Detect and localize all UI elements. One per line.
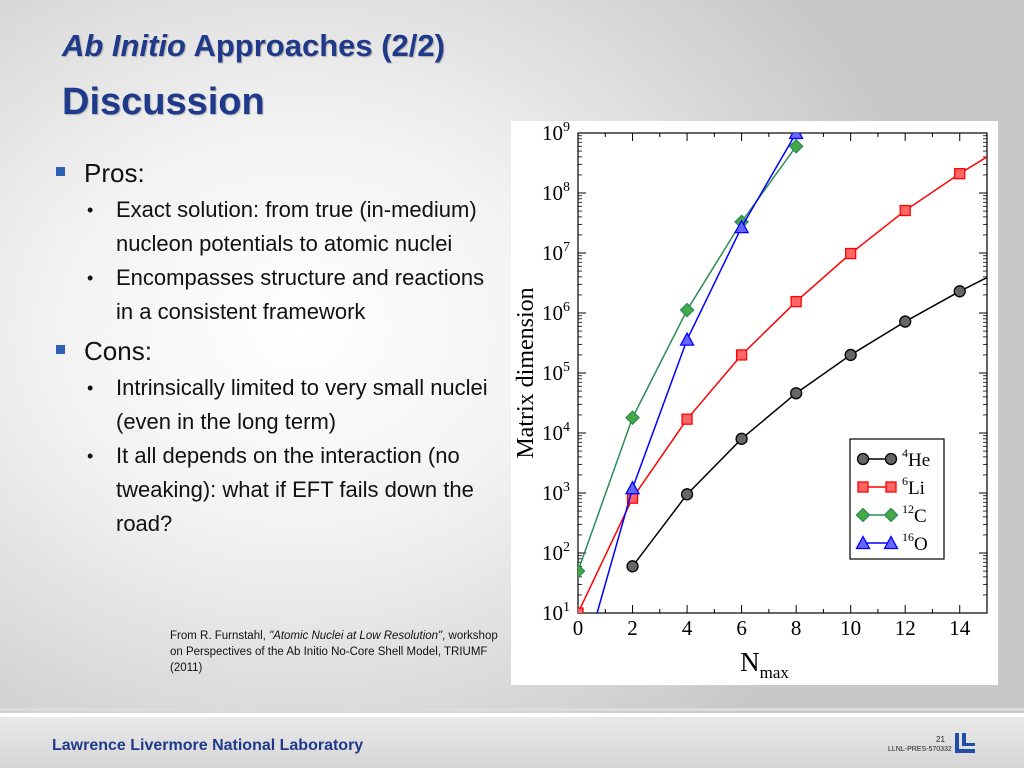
- series-line-4He: [631, 276, 987, 567]
- pros-item: • Exact solution: from true (in-medium) n…: [50, 193, 500, 261]
- x-tick-label: 14: [949, 616, 971, 640]
- data-point-12C: [578, 563, 586, 579]
- legend-entry-16O: 16O: [855, 530, 928, 555]
- citation-suffix: , workshop on Perspectives of the Ab Ini…: [170, 630, 498, 674]
- square-bullet-icon: [56, 345, 65, 354]
- y-tick-label: 104: [542, 420, 570, 445]
- citation-title: "Atomic Nuclei at Low Resolution": [269, 630, 443, 642]
- slide-title-italic: Ab Initio: [62, 28, 186, 63]
- y-axis-label: Matrix dimension: [513, 287, 539, 458]
- x-tick-label: 12: [895, 616, 916, 640]
- footer-divider: [0, 708, 1024, 711]
- y-tick-label: 101: [542, 600, 570, 625]
- citation: From R. Furnstahl, "Atomic Nuclei at Low…: [170, 628, 500, 676]
- data-point-12C: [625, 410, 640, 426]
- lab-name: Lawrence Livermore National Laboratory: [52, 737, 364, 754]
- x-tick-label: 0: [573, 616, 584, 640]
- legend-marker: [883, 507, 899, 523]
- legend-marker: [883, 535, 899, 550]
- cons-item: • It all depends on the interaction (no t…: [50, 439, 500, 541]
- data-point-4He: [789, 387, 803, 400]
- data-point-12C: [679, 302, 695, 318]
- data-point-6Li: [681, 413, 693, 425]
- x-tick-label: 6: [736, 616, 747, 640]
- legend-label: 4He: [902, 446, 930, 471]
- series-line-12C: [578, 145, 797, 572]
- y-tick-label: 102: [542, 540, 570, 565]
- legend-entry-6Li: 6Li: [857, 474, 925, 499]
- cons-heading: Cons:: [50, 333, 500, 369]
- chart-panel: 0 2 4 6 8 10 12 14 101 102 103 104 105 106 107 108 109 Nm…: [511, 120, 998, 685]
- data-point-6Li: [735, 349, 748, 361]
- cons-item: • Intrinsically limited to very small nuc…: [50, 371, 500, 439]
- data-point-6Li: [578, 607, 584, 613]
- data-point-16O: [788, 133, 804, 140]
- cons-item-text: Intrinsically limited to very small nucl…: [116, 375, 488, 434]
- y-tick-label: 105: [542, 360, 570, 385]
- bullet-icon: •: [87, 446, 94, 466]
- data-point-4He: [844, 348, 857, 362]
- legend-marker: [884, 452, 898, 466]
- data-point-4He: [899, 315, 912, 328]
- legend-entry-12C: 12C: [855, 502, 927, 527]
- x-axis-label: Nmax: [740, 647, 789, 682]
- x-tick-label: 4: [682, 616, 693, 640]
- series-line-16O: [596, 133, 797, 613]
- slide-body: Pros: • Exact solution: from true (in-med…: [50, 155, 500, 541]
- x-tick-label: 10: [840, 616, 861, 640]
- cons-label: Cons:: [84, 336, 152, 366]
- data-point-4He: [626, 560, 639, 573]
- y-tick-label: 109: [542, 121, 570, 145]
- legend-marker: [885, 481, 897, 493]
- legend-label: 12C: [902, 502, 927, 527]
- presentation-id: LLNL-PRES-570332: [888, 746, 952, 753]
- legend-marker: [856, 452, 870, 466]
- data-point-16O: [624, 480, 641, 495]
- pros-item: • Encompasses structure and reactions in …: [50, 261, 500, 329]
- data-point-12C: [788, 138, 804, 154]
- x-tick-label: 8: [791, 616, 802, 640]
- y-tick-label: 106: [542, 300, 570, 325]
- legend-marker: [857, 481, 869, 493]
- slide-subtitle: Discussion: [62, 81, 265, 123]
- data-point-6Li: [845, 247, 857, 260]
- legend-label: 16O: [902, 530, 928, 555]
- footer-divider: [0, 713, 1024, 717]
- pros-label: Pros:: [84, 158, 145, 188]
- slide-number: 21: [936, 735, 945, 744]
- bullet-icon: •: [87, 268, 94, 288]
- slide-title: Ab Initio Approaches (2/2): [62, 28, 445, 64]
- cons-item-text: It all depends on the interaction (no tw…: [116, 443, 474, 536]
- data-point-4He: [680, 488, 694, 501]
- square-bullet-icon: [56, 167, 65, 176]
- citation-prefix: From R. Furnstahl,: [170, 630, 270, 642]
- plot-area: [578, 133, 987, 613]
- legend-marker: [855, 507, 871, 523]
- pros-item-text: Encompasses structure and reactions in a…: [116, 265, 485, 324]
- pros-heading: Pros:: [50, 155, 500, 191]
- bullet-icon: •: [87, 200, 94, 220]
- data-point-6Li: [954, 168, 966, 180]
- data-point-4He: [735, 432, 748, 445]
- legend-marker: [855, 535, 871, 550]
- legend-entry-4He: 4He: [856, 446, 930, 471]
- data-point-16O: [679, 331, 695, 346]
- data-point-4He: [953, 285, 966, 298]
- legend-label: 6Li: [902, 474, 925, 499]
- pros-item-text: Exact solution: from true (in-medium) nu…: [116, 197, 477, 256]
- data-point-6Li: [790, 295, 802, 308]
- slide-title-rest: Approaches (2/2): [185, 28, 445, 63]
- y-tick-label: 103: [542, 480, 570, 505]
- y-tick-label: 107: [542, 240, 570, 265]
- bullet-icon: •: [87, 378, 94, 398]
- llnl-logo-icon: [955, 733, 975, 753]
- y-tick-label: 108: [542, 180, 570, 205]
- matrix-dimension-chart: 0 2 4 6 8 10 12 14 101 102 103 104 105 106 107 108 109 Nm…: [513, 120, 988, 682]
- data-point-6Li: [899, 204, 911, 217]
- data-point-16O: [734, 219, 750, 234]
- footer-bar: [0, 717, 1024, 768]
- x-tick-label: 2: [627, 616, 638, 640]
